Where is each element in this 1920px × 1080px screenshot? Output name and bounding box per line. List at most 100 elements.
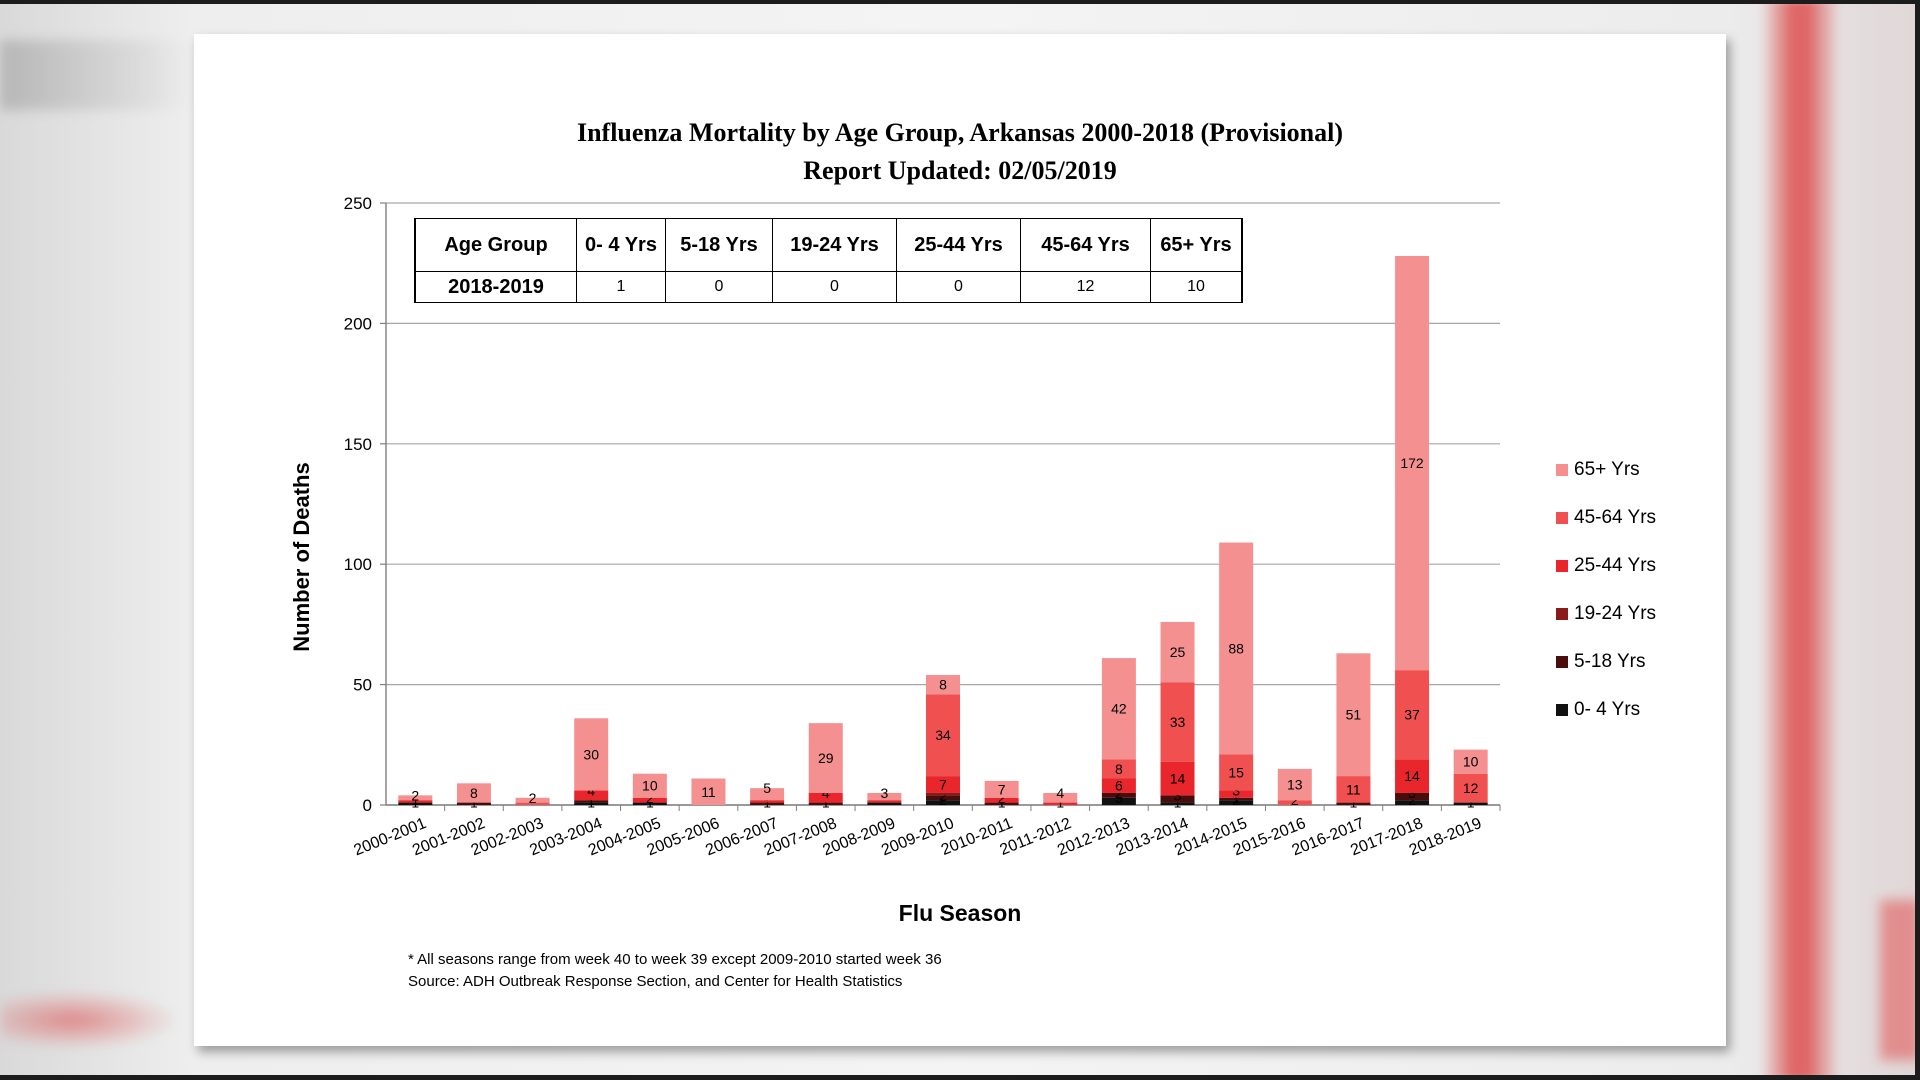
footnote-line: * All seasons range from week 40 to week… xyxy=(408,951,942,968)
summary-table-cell: 1 xyxy=(576,271,666,303)
data-label: 13 xyxy=(1287,777,1303,793)
frame-border-right xyxy=(1915,0,1920,1080)
summary-table-header: 25-44 Yrs xyxy=(896,218,1021,272)
bar-segment xyxy=(574,790,609,801)
data-label: 7 xyxy=(998,781,1006,797)
bar-segment xyxy=(1101,797,1136,805)
legend-swatch xyxy=(1556,608,1568,620)
summary-table-cell: 0 xyxy=(772,271,897,303)
bar-segment xyxy=(750,800,785,803)
bar-segment xyxy=(515,797,550,803)
bar-segment xyxy=(867,792,902,801)
chart-title: Influenza Mortality by Age Group, Arkans… xyxy=(194,114,1726,190)
data-label: 1 xyxy=(411,792,419,808)
bar-segment xyxy=(1395,670,1430,760)
legend-swatch xyxy=(1556,656,1568,668)
summary-table: Age Group 0- 4 Yrs 5-18 Yrs 19-24 Yrs 25… xyxy=(414,218,1243,303)
data-label: 11 xyxy=(1346,781,1361,797)
bar-segment xyxy=(984,802,1019,805)
legend-label: 0- 4 Yrs xyxy=(1574,699,1641,720)
bar-segment xyxy=(750,802,785,805)
bar-segment xyxy=(1160,682,1195,762)
bar-segment xyxy=(808,723,843,793)
data-label: 172 xyxy=(1400,455,1424,471)
bar-segment xyxy=(456,783,491,803)
summary-table-header: 65+ Yrs xyxy=(1150,218,1243,272)
bar-segment xyxy=(926,694,960,777)
bar-segment xyxy=(1219,754,1254,791)
legend-label: 25-44 Yrs xyxy=(1574,555,1657,576)
bar-segment xyxy=(808,792,843,803)
data-label: 11 xyxy=(701,784,716,800)
data-label: 51 xyxy=(1346,707,1362,723)
bar-segment xyxy=(398,802,433,805)
legend-item: 5-18 Yrs xyxy=(1556,638,1656,686)
data-label: 14 xyxy=(1170,771,1186,787)
y-tick-label: 0 xyxy=(363,796,372,815)
legend-item: 0- 4 Yrs xyxy=(1556,686,1656,734)
data-label: 88 xyxy=(1228,640,1244,656)
bar-segment xyxy=(1453,802,1488,805)
chart-title-line: Influenza Mortality by Age Group, Arkans… xyxy=(576,118,1344,147)
legend-swatch xyxy=(1556,512,1568,524)
legend-item: 19-24 Yrs xyxy=(1556,590,1656,638)
bar-segment xyxy=(1277,768,1312,801)
background-blur-left xyxy=(0,40,190,110)
data-label: 42 xyxy=(1111,701,1127,717)
bar-segment xyxy=(1453,749,1488,774)
summary-table-cell: 0 xyxy=(665,271,773,303)
legend-swatch xyxy=(1556,704,1568,716)
bar-segment xyxy=(1219,790,1254,798)
bar-segment xyxy=(926,776,960,793)
bar-segment xyxy=(1160,802,1195,805)
legend-swatch xyxy=(1556,464,1568,476)
bar-segment xyxy=(1395,759,1430,793)
legend-label: 5-18 Yrs xyxy=(1574,651,1646,672)
footnote: * All seasons range from week 40 to week… xyxy=(408,949,942,993)
data-label: 8 xyxy=(939,677,947,693)
y-tick-label: 50 xyxy=(353,676,372,695)
bar-segment xyxy=(867,802,902,805)
frame-border-top xyxy=(0,0,1920,4)
chart-subtitle-line: Report Updated: 02/05/2019 xyxy=(803,156,1117,185)
y-axis-title: Number of Deaths xyxy=(289,462,314,652)
legend-label: 45-64 Yrs xyxy=(1574,507,1657,528)
y-tick-label: 100 xyxy=(344,555,372,574)
bar-segment xyxy=(926,795,960,801)
bar-segment xyxy=(1101,792,1136,798)
x-axis-title: Flu Season xyxy=(898,900,1022,926)
summary-table-cell: 10 xyxy=(1150,271,1243,303)
data-label: 4 xyxy=(822,785,830,801)
summary-table-row-label: 2018-2019 xyxy=(414,271,577,303)
bar-segment xyxy=(1043,802,1078,805)
bar-segment xyxy=(1395,255,1430,671)
bar-segment xyxy=(691,778,726,805)
bar-segment xyxy=(808,802,843,805)
data-label: 2 xyxy=(411,787,419,803)
bar-segment xyxy=(926,800,960,805)
legend-label: 19-24 Yrs xyxy=(1574,603,1657,624)
summary-table-header-row: Age Group 0- 4 Yrs 5-18 Yrs 19-24 Yrs 25… xyxy=(414,218,1243,272)
bar-segment xyxy=(1395,792,1430,801)
bar-segment xyxy=(456,802,491,805)
bar-segment xyxy=(750,788,785,801)
data-label: 33 xyxy=(1170,714,1186,730)
bar-segment xyxy=(1160,621,1195,683)
bar-segment xyxy=(1101,658,1136,760)
data-label: 2 xyxy=(939,792,947,808)
bar-segment xyxy=(1395,800,1430,805)
data-label: 3 xyxy=(880,785,888,801)
legend-item: 25-44 Yrs xyxy=(1556,542,1656,590)
bar-segment xyxy=(574,802,609,805)
summary-table-header: Age Group xyxy=(414,218,577,272)
background-blur-red-corner xyxy=(1880,900,1920,1060)
summary-table-header: 19-24 Yrs xyxy=(772,218,897,272)
footnote-line: Source: ADH Outbreak Response Section, a… xyxy=(408,973,903,990)
legend-label: 65+ Yrs xyxy=(1574,459,1640,480)
bar-segment xyxy=(1160,795,1195,803)
data-label: 10 xyxy=(642,778,658,794)
summary-table-cell: 12 xyxy=(1020,271,1151,303)
data-label: 29 xyxy=(818,750,834,766)
bar-segment xyxy=(926,792,960,796)
bar-segment xyxy=(632,797,667,803)
